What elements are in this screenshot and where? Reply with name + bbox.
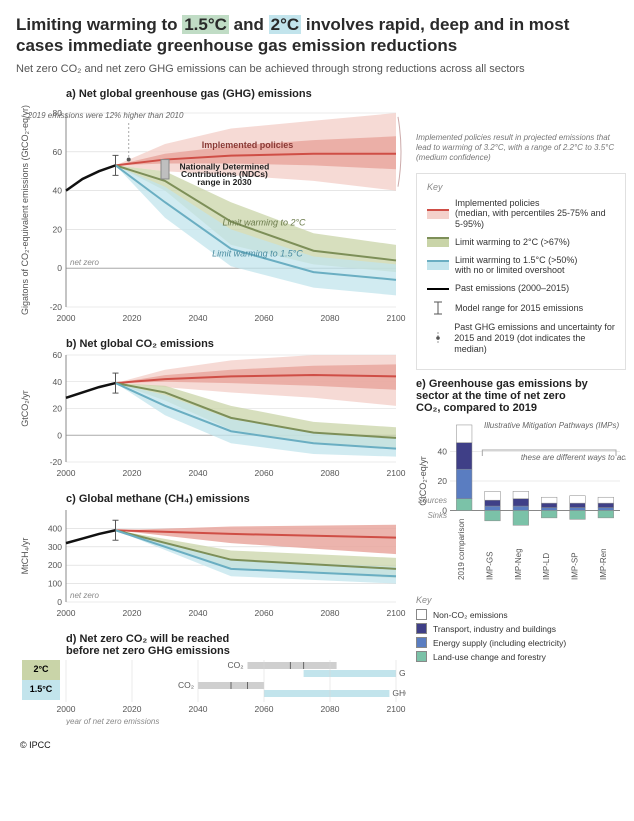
svg-text:2020: 2020 <box>123 468 142 478</box>
svg-text:2060: 2060 <box>255 704 274 714</box>
svg-text:MtCH₄/yr: MtCH₄/yr <box>20 537 30 574</box>
svg-text:2°C: 2°C <box>33 664 49 674</box>
svg-text:2080: 2080 <box>321 704 340 714</box>
svg-text:IMP-Ren: IMP-Ren <box>599 549 608 581</box>
svg-text:net zero: net zero <box>70 258 99 267</box>
svg-text:Sinks: Sinks <box>427 511 447 520</box>
credit: © IPCC <box>16 738 55 752</box>
svg-text:60: 60 <box>53 146 63 156</box>
svg-text:20: 20 <box>53 403 63 413</box>
svg-text:100: 100 <box>48 578 62 588</box>
svg-text:0: 0 <box>57 430 62 440</box>
panel-a-ghg: a) Net global greenhouse gas (GHG) emiss… <box>16 85 406 325</box>
panel-e-sector: e) Greenhouse gas emissions bysector at … <box>416 378 626 662</box>
svg-text:400: 400 <box>48 523 62 533</box>
svg-text:-20: -20 <box>50 302 63 312</box>
svg-text:before net zero GHG emissions: before net zero GHG emissions <box>66 645 230 657</box>
side-note-implemented: Implemented policies result in projected… <box>416 133 626 163</box>
svg-text:CO₂: CO₂ <box>227 660 243 670</box>
svg-text:range in 2030: range in 2030 <box>197 176 252 186</box>
svg-text:b) Net global CO₂ emissions: b) Net global CO₂ emissions <box>66 338 214 350</box>
sector-legend: Key Non-CO₂ emissions Transport, industr… <box>416 595 626 662</box>
svg-text:d) Net zero CO₂ will be reache: d) Net zero CO₂ will be reached <box>66 633 229 645</box>
svg-text:20: 20 <box>53 224 63 234</box>
svg-text:IMP-LD: IMP-LD <box>542 553 551 580</box>
svg-text:2100: 2100 <box>387 704 406 714</box>
svg-text:2020: 2020 <box>123 313 142 323</box>
svg-text:2040: 2040 <box>189 468 208 478</box>
svg-text:2060: 2060 <box>255 313 274 323</box>
svg-text:IMP-Neg: IMP-Neg <box>514 549 523 581</box>
svg-text:2019 emissions were 12% higher: 2019 emissions were 12% higher than 2010 <box>27 111 184 120</box>
svg-text:year of net zero emissions: year of net zero emissions <box>65 717 159 725</box>
svg-text:2040: 2040 <box>189 608 208 618</box>
svg-text:GHG: GHG <box>399 668 406 678</box>
svg-text:0: 0 <box>57 597 62 607</box>
svg-text:60: 60 <box>53 350 63 360</box>
svg-text:Limit warming to 2°C: Limit warming to 2°C <box>222 217 306 227</box>
svg-text:IMP-GS: IMP-GS <box>486 552 495 580</box>
svg-text:2100: 2100 <box>387 468 406 478</box>
svg-text:2080: 2080 <box>321 608 340 618</box>
svg-text:2100: 2100 <box>387 608 406 618</box>
main-title: Limiting warming to 1.5°C and 2°C involv… <box>16 14 618 57</box>
svg-text:GtCO₂/yr: GtCO₂/yr <box>20 390 30 427</box>
panel-d-netzero: d) Net zero CO₂ will be reachedbefore ne… <box>16 630 406 725</box>
svg-text:a) Net global greenhouse gas (: a) Net global greenhouse gas (GHG) emiss… <box>66 88 312 100</box>
panel-b-co2: b) Net global CO₂ emissions GtCO₂/yr -20 0 2… <box>16 335 406 480</box>
svg-text:CO₂: CO₂ <box>178 680 194 690</box>
svg-text:Implemented policies: Implemented policies <box>202 139 294 149</box>
svg-text:2000: 2000 <box>57 704 76 714</box>
svg-text:net zero: net zero <box>70 591 99 600</box>
svg-text:c) Global methane (CH₄) emissi: c) Global methane (CH₄) emissions <box>66 493 250 505</box>
panel-c-ch4: c) Global methane (CH₄) emissions MtCH₄/y… <box>16 490 406 620</box>
svg-text:IMP-SP: IMP-SP <box>571 553 580 581</box>
svg-text:2080: 2080 <box>321 468 340 478</box>
svg-text:2080: 2080 <box>321 313 340 323</box>
svg-text:2060: 2060 <box>255 468 274 478</box>
svg-text:Illustrative Mitigation Pathwa: Illustrative Mitigation Pathways (IMPs) <box>484 421 619 430</box>
svg-text:300: 300 <box>48 541 62 551</box>
svg-text:0: 0 <box>57 263 62 273</box>
svg-text:1.5°C: 1.5°C <box>30 684 53 694</box>
svg-text:2000: 2000 <box>57 313 76 323</box>
svg-text:2020: 2020 <box>123 608 142 618</box>
svg-text:2000: 2000 <box>57 468 76 478</box>
svg-text:40: 40 <box>53 376 63 386</box>
svg-text:200: 200 <box>48 560 62 570</box>
svg-text:40: 40 <box>438 447 448 457</box>
svg-text:40: 40 <box>53 185 63 195</box>
svg-text:Limit warming to 1.5°C: Limit warming to 1.5°C <box>212 248 303 258</box>
svg-text:2040: 2040 <box>189 704 208 714</box>
svg-text:2060: 2060 <box>255 608 274 618</box>
subtitle: Net zero CO₂ and net zero GHG emissions … <box>16 63 618 75</box>
svg-text:Sources: Sources <box>418 497 447 506</box>
svg-text:Gigatons of CO₂-equivalent emi: Gigatons of CO₂-equivalent emissions (Gt… <box>20 104 30 314</box>
svg-text:GHG: GHG <box>392 688 406 698</box>
svg-text:2100: 2100 <box>387 313 406 323</box>
legend-key: Key Implemented policies(median, with pe… <box>416 173 626 371</box>
svg-text:2040: 2040 <box>189 313 208 323</box>
svg-text:-20: -20 <box>50 457 63 467</box>
svg-text:2019 comparison: 2019 comparison <box>457 519 466 580</box>
svg-text:20: 20 <box>438 476 448 486</box>
svg-text:2000: 2000 <box>57 608 76 618</box>
svg-text:2020: 2020 <box>123 704 142 714</box>
svg-text:these are different ways to ac: these are different ways to achieve net-… <box>521 453 626 462</box>
